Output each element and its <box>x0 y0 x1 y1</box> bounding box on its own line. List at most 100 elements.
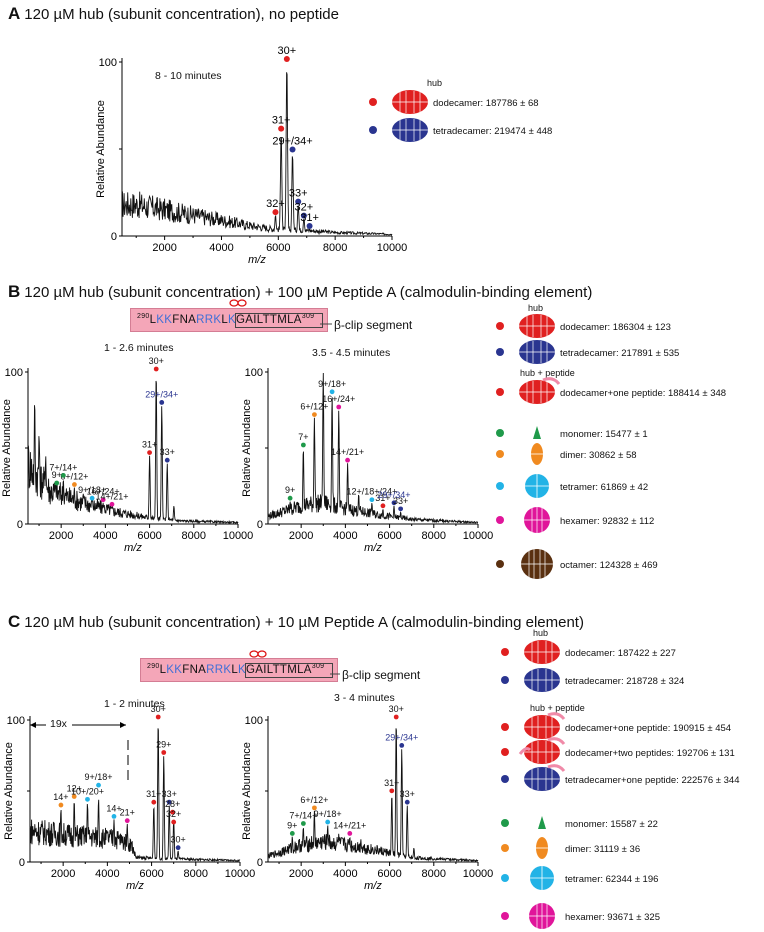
x-tick-label: 2000 <box>51 868 75 880</box>
legend-dot <box>496 516 504 524</box>
peak-label: 30+ <box>389 704 404 714</box>
peak-dot <box>89 495 95 501</box>
legend-label: dimer: 30862 ± 58 <box>560 450 637 461</box>
peak-label: 9+ <box>52 470 62 480</box>
legend-dot <box>496 560 504 568</box>
peak-label: 9+ <box>287 820 297 830</box>
x-axis-label: m/z <box>364 542 382 554</box>
y-tick-label: 0 <box>257 857 263 869</box>
panel-b-seq-start: 290 <box>137 313 150 320</box>
legend-dot <box>496 322 504 330</box>
peak-dot <box>111 814 117 819</box>
x-tick-label: 6000 <box>137 530 161 542</box>
peak-label: 6+/12+ <box>300 402 328 412</box>
peak-label: 33+ <box>160 447 175 457</box>
legend-label: tetradecamer: 218728 ± 324 <box>565 676 684 687</box>
panel-c-seq-part: L <box>159 663 167 676</box>
panel-b-seq-end: 309 <box>301 313 315 320</box>
peak-label: 32+ <box>266 198 285 210</box>
peak-dot <box>175 845 181 851</box>
x-tick-label: 6000 <box>377 530 401 542</box>
monomer-icon <box>533 426 541 439</box>
dodecamer-icon <box>392 90 428 114</box>
panel-c-time-right: 3 - 4 minutes <box>334 692 395 704</box>
legend-dot <box>501 676 509 684</box>
legend-label: hexamer: 92832 ± 112 <box>560 516 654 527</box>
x-tick-label: 8000 <box>184 868 208 880</box>
peak-label: 9+ <box>285 485 295 495</box>
peak-label: 29+ <box>156 740 171 750</box>
legend-label: dodecamer+two peptides: 192706 ± 131 <box>565 748 735 759</box>
peak-label: 31+ <box>300 212 319 224</box>
peak-dot <box>171 819 177 825</box>
panel-b-seq-part: KK <box>156 313 173 326</box>
peak-dot <box>312 805 317 811</box>
panel-c-seq-part: L <box>231 663 239 676</box>
tetramer-icon <box>530 866 554 890</box>
peak-dot <box>289 831 295 836</box>
axes-B-left: 2000 4000 6000 8000 10000 0 100 m/z Relative Abu… <box>1 367 253 554</box>
y-axis-label: Relative Abundance <box>95 100 107 198</box>
panel-c-zoom-label: 19x <box>50 718 67 730</box>
peak-label: 16+/24+ <box>87 487 120 497</box>
panel-b-title: B 120 µM hub (subunit concentration) + 10… <box>8 282 592 302</box>
axes-A: 2000 4000 6000 8000 10000 0 100 m/z Relative Abu… <box>95 57 407 266</box>
x-tick-label: 2000 <box>289 530 313 542</box>
monomer-icon <box>538 816 546 829</box>
peak-label: 33+ <box>393 496 408 506</box>
peak-dot <box>278 125 285 132</box>
axes-C-left: 2000 4000 6000 8000 10000 0 100 m/z Relative Abu… <box>3 715 255 892</box>
x-tick-label: 4000 <box>209 242 233 254</box>
tetramer-icon <box>525 474 549 498</box>
peak-label: 14+/21+ <box>95 491 128 501</box>
peak-label: 9+/18+ <box>314 809 342 819</box>
peak-label: 12+ <box>67 784 82 794</box>
spectrum-trace <box>29 728 241 863</box>
legend-dot <box>496 482 504 490</box>
panel-c-seq-part: GAILTTMLA <box>246 663 312 676</box>
peak-dot <box>155 714 161 720</box>
legend-label: tetramer: 62344 ± 196 <box>565 874 658 885</box>
y-tick-label: 100 <box>245 367 263 379</box>
legend-label: dodecamer: 187422 ± 227 <box>565 648 676 659</box>
tetradecamer-icon <box>519 340 555 364</box>
x-tick-label: 8000 <box>422 530 446 542</box>
y-tick-label: 0 <box>17 519 23 531</box>
legend-dot <box>496 450 504 458</box>
x-tick-label: 6000 <box>266 242 290 254</box>
peak-dot <box>159 400 165 405</box>
legend-dot <box>369 98 377 106</box>
peak-dot <box>336 404 342 410</box>
panel-b-clip-box <box>235 313 323 328</box>
legend-dot <box>501 723 509 731</box>
panel-c-legend-hubpep-header: hub + peptide <box>530 703 585 713</box>
peak-label: 7+ <box>298 432 308 442</box>
peak-dot <box>151 799 157 805</box>
panel-b-clip-label: β-clip segment <box>334 318 413 332</box>
legend-dot <box>501 648 509 656</box>
peak-dot <box>60 473 66 478</box>
panel-c-letter: C <box>8 612 21 631</box>
peak-dot <box>72 482 77 487</box>
peak-dot <box>164 457 170 463</box>
peak-dot <box>170 809 175 815</box>
peak-dot <box>71 794 77 799</box>
y-tick-label: 0 <box>257 519 263 531</box>
legend-label: dodecamer+one peptide: 190915 ± 454 <box>565 723 731 734</box>
peak-label: 31+ <box>375 493 390 503</box>
x-tick-label: 4000 <box>333 530 357 542</box>
panel-b-letter: B <box>8 282 21 301</box>
panel-b-peptide-sequence: 290LKKFNARRKLKGAILTTMLA309 <box>130 308 328 332</box>
panel-b-seq-part: L <box>221 313 229 326</box>
y-axis-label: Relative Abundance <box>241 399 253 497</box>
peak-label: 28+ <box>165 799 180 809</box>
dodecamer-icon <box>524 640 560 664</box>
panel-b-sequence-text: 290LKKFNARRKLKGAILTTMLA309 <box>137 313 314 326</box>
y-axis-label: Relative Abundance <box>1 399 13 497</box>
x-tick-label: 8000 <box>323 242 347 254</box>
